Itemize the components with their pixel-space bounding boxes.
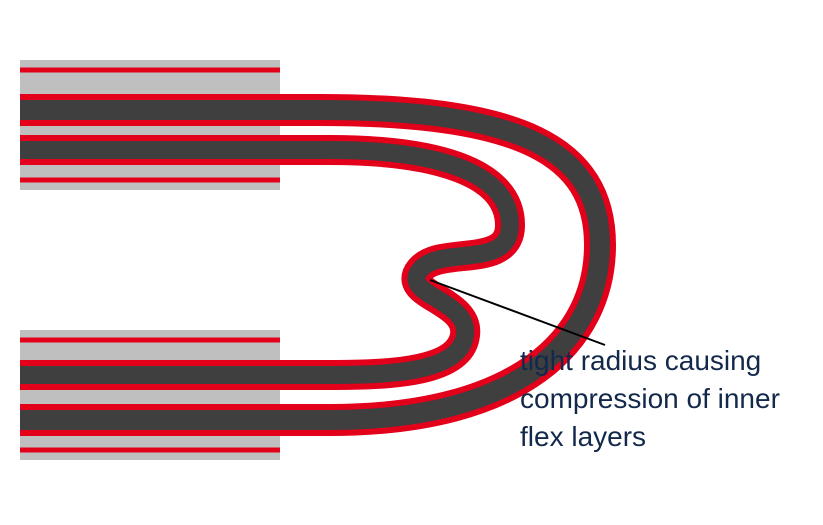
rigid-block-bottom bbox=[20, 330, 280, 460]
callout-text-line: compression of inner bbox=[520, 383, 780, 414]
callout-text-line: flex layers bbox=[520, 421, 646, 452]
flex-bend-diagram: tight radius causing compression of inner… bbox=[0, 0, 823, 525]
callout-text: tight radius causing compression of inner… bbox=[520, 345, 780, 452]
callout-text-line: tight radius causing bbox=[520, 345, 761, 376]
